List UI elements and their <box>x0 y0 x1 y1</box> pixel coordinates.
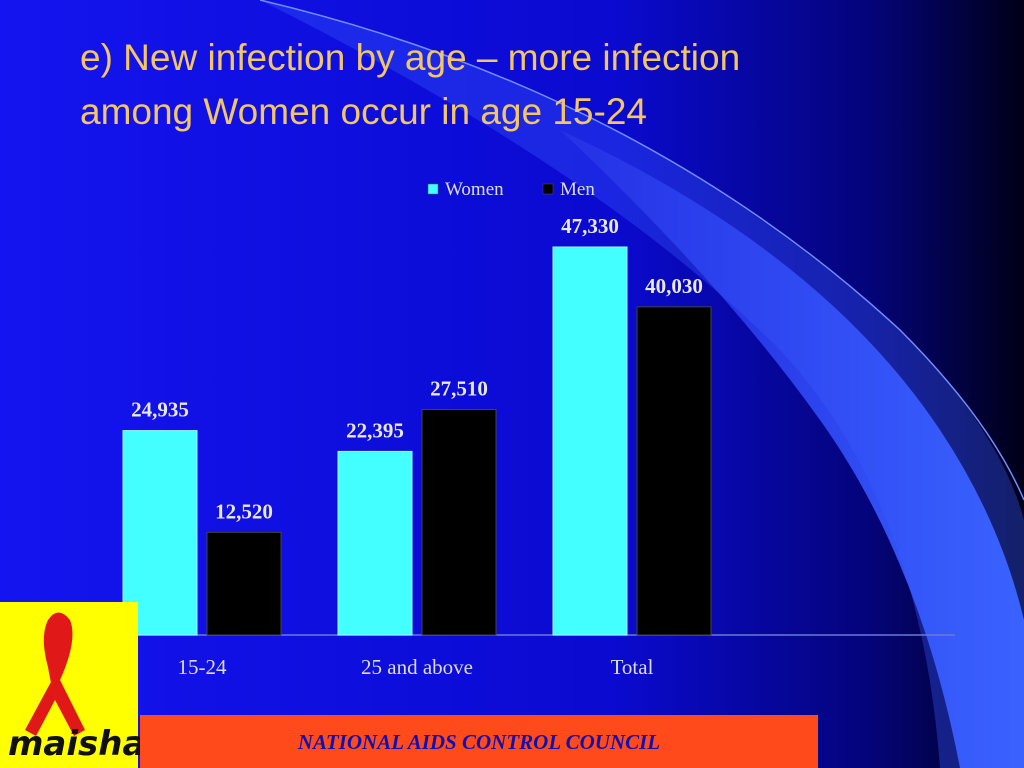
swoosh-line <box>259 0 1024 501</box>
bar <box>421 408 497 636</box>
value-label: 40,030 <box>645 274 703 298</box>
chart-title: among Women occur in age 15-24 <box>80 91 647 132</box>
value-label: 12,520 <box>215 499 273 523</box>
legend-label: Women <box>445 179 504 200</box>
bar <box>636 306 712 636</box>
value-label: 27,510 <box>430 376 488 400</box>
x-tick-label: Total <box>611 655 654 679</box>
x-tick-label: 15-24 <box>178 655 227 679</box>
x-tick-label: 25 and above <box>361 655 473 679</box>
swoosh-light <box>260 0 1024 768</box>
footer-box <box>140 715 818 768</box>
chart-title: e) New infection by age – more infection <box>80 37 740 78</box>
ribbon <box>25 612 85 736</box>
value-label: 24,935 <box>131 398 189 422</box>
bar <box>122 430 198 636</box>
legend-swatch <box>427 183 439 195</box>
legend-label: Men <box>560 179 595 200</box>
bar <box>552 246 628 636</box>
legend-swatch <box>542 183 554 195</box>
bar <box>206 531 282 636</box>
value-label: 47,330 <box>561 214 619 238</box>
chart: Women Men 15-24 24,935 12,520 25 and above 22,… <box>122 179 712 679</box>
value-label: 22,395 <box>346 418 404 442</box>
swoosh <box>560 130 1024 768</box>
footer-text: NATIONAL AIDS CONTROL COUNCIL <box>297 730 660 754</box>
logo-text: maisha! <box>8 724 161 764</box>
bar <box>337 450 413 636</box>
